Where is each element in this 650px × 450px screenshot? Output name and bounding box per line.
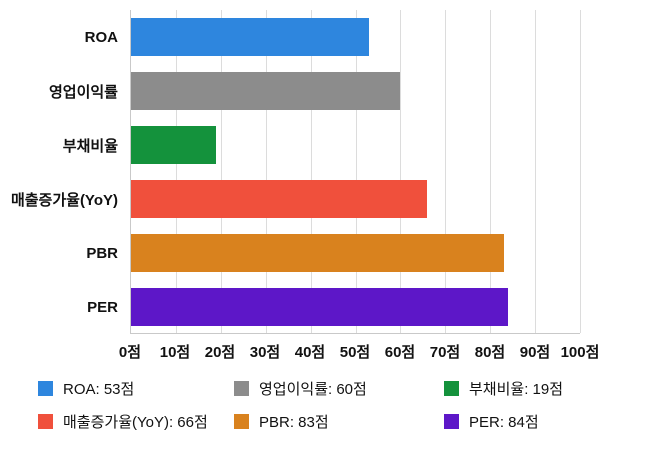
x-tick-label-50: 50점 (339, 344, 371, 361)
x-tick-label-100: 100점 (560, 344, 600, 361)
category-label-4: PBR (86, 244, 118, 262)
legend-label-1: 영업이익률: 60점 (259, 381, 367, 398)
bar-track-5 (131, 280, 580, 334)
legend-marker-2 (444, 381, 459, 396)
gridline-30 (265, 10, 267, 333)
legend-item-4[interactable]: PBR: 83점 (234, 411, 444, 432)
gridline-50 (355, 10, 357, 333)
x-tick-label-60: 60점 (384, 344, 416, 361)
legend-item-1[interactable]: 영업이익률: 60점 (234, 378, 444, 399)
bar-3[interactable] (131, 180, 428, 218)
legend-marker-4 (234, 414, 249, 429)
legend-label-5: PER: 84점 (469, 414, 539, 431)
x-tick-label-70: 70점 (429, 344, 461, 361)
category-label-1: 영업이익률 (48, 83, 118, 101)
bar-track-2 (131, 118, 580, 172)
x-tick-label-20: 20점 (204, 344, 236, 361)
legend-item-3[interactable]: 매출증가율(YoY): 66점 (38, 411, 234, 432)
gridline-60 (400, 10, 402, 333)
gridline-10 (175, 10, 177, 333)
bars-area (131, 10, 580, 334)
x-tick-label-0: 0점 (118, 344, 142, 361)
gridline-100 (580, 10, 581, 333)
legend-item-5[interactable]: PER: 84점 (444, 411, 640, 432)
legend-marker-3 (38, 414, 53, 429)
category-label-5: PER (87, 298, 118, 316)
bar-track-3 (131, 172, 580, 226)
plot-area (130, 10, 581, 334)
legend-label-4: PBR: 83점 (259, 414, 329, 431)
legend-label-3: 매출증가율(YoY): 66점 (63, 414, 208, 431)
bar-2[interactable] (131, 126, 217, 164)
gridline-80 (490, 10, 492, 333)
legend-item-2[interactable]: 부채비율: 19점 (444, 378, 640, 399)
x-tick-label-80: 80점 (474, 344, 506, 361)
bar-track-1 (131, 64, 580, 118)
gridlines-layer (131, 10, 581, 333)
legend-item-0[interactable]: ROA: 53점 (38, 378, 234, 399)
bar-track-0 (131, 10, 580, 64)
bar-track-4 (131, 226, 580, 280)
gridline-20 (220, 10, 222, 333)
legend-marker-1 (234, 381, 249, 396)
x-tick-label-40: 40점 (294, 344, 326, 361)
x-tick-label-30: 30점 (249, 344, 281, 361)
gridline-90 (535, 10, 537, 333)
bar-5[interactable] (131, 288, 509, 326)
legend-marker-5 (444, 414, 459, 429)
gridline-40 (310, 10, 312, 333)
legend-label-0: ROA: 53점 (63, 381, 135, 398)
legend-marker-0 (38, 381, 53, 396)
category-label-2: 부채비율 (62, 137, 118, 155)
bar-4[interactable] (131, 234, 504, 272)
category-label-0: ROA (84, 28, 118, 46)
legend-label-2: 부채비율: 19점 (469, 381, 564, 398)
bar-1[interactable] (131, 72, 401, 110)
x-tick-label-10: 10점 (159, 344, 191, 361)
category-label-3: 매출증가율(YoY) (10, 191, 118, 209)
x-tick-label-90: 90점 (519, 344, 551, 361)
bar-0[interactable] (131, 18, 369, 56)
x-axis: 0점 10점 20점 30점 40점 50점 60점 70점 80점 90점 100점 (119, 334, 599, 362)
gridline-70 (445, 10, 447, 333)
